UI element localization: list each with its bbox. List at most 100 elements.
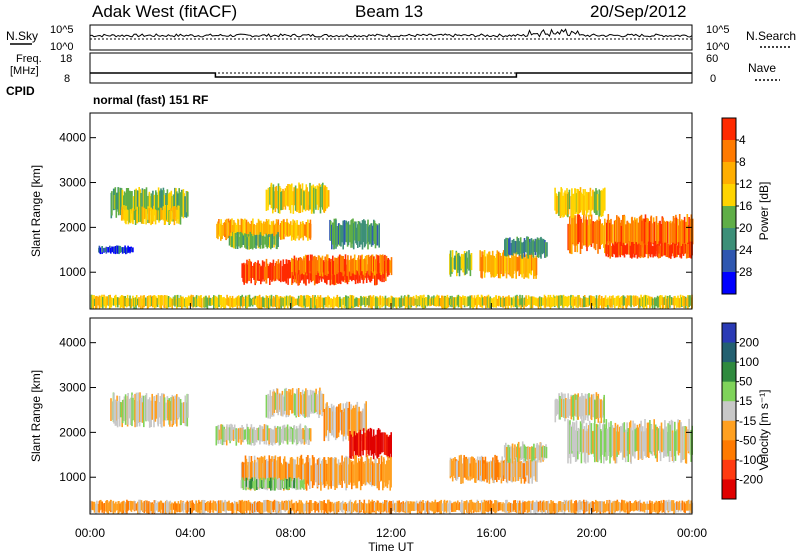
heatmap-cell <box>331 259 333 276</box>
colorbar-tick-label: 50 <box>739 375 753 389</box>
heatmap-cell <box>632 220 634 251</box>
heatmap-cell <box>277 456 279 483</box>
heatmap-cell <box>301 224 303 238</box>
heatmap-cell <box>585 422 588 452</box>
heatmap-cell <box>116 401 119 428</box>
heatmap-cell <box>237 428 239 440</box>
heatmap-cell <box>551 297 554 307</box>
heatmap-cell <box>176 294 179 307</box>
heatmap-cell <box>129 210 132 221</box>
heatmap-cell <box>458 255 461 277</box>
heatmap-cell <box>253 296 255 305</box>
heatmap-cell <box>297 265 299 286</box>
heatmap-cell <box>533 257 536 277</box>
heatmap-cell <box>375 502 377 514</box>
heatmap-cell <box>488 503 491 511</box>
heatmap-cell <box>455 461 458 481</box>
heatmap-cell <box>242 462 245 487</box>
heatmap-cell <box>247 461 249 490</box>
heatmap-cell <box>390 257 393 276</box>
heatmap-cell <box>90 500 92 513</box>
heatmap-cell <box>304 391 306 418</box>
heatmap-cell <box>592 296 594 306</box>
heatmap-cell <box>500 255 502 274</box>
heatmap-cell <box>512 296 515 308</box>
heatmap-cell <box>162 503 165 513</box>
heatmap-cell <box>227 427 229 440</box>
heatmap-cell <box>438 295 440 307</box>
heatmap-cell <box>452 458 455 476</box>
heatmap-cell <box>482 502 484 514</box>
heatmap-cell <box>484 501 486 514</box>
heatmap-cell <box>295 257 298 274</box>
heatmap-cell <box>235 224 238 235</box>
heatmap-cell <box>688 295 690 308</box>
heatmap-cell <box>163 194 166 213</box>
heatmap-cell <box>233 220 235 240</box>
heatmap-cell <box>668 499 670 511</box>
heatmap-cell <box>283 480 285 489</box>
heatmap-cell <box>301 395 303 415</box>
heatmap-cell <box>478 503 480 513</box>
heatmap-cell <box>588 420 591 454</box>
heatmap-cell <box>110 247 112 254</box>
heatmap-cell <box>105 296 108 308</box>
heatmap-cell <box>309 458 311 489</box>
heatmap-cell <box>525 254 527 273</box>
heatmap-cell <box>279 426 281 445</box>
heatmap-cell <box>313 457 315 486</box>
heatmap-cell <box>128 208 131 223</box>
heatmap-cell <box>524 240 527 253</box>
heatmap-cell <box>362 259 365 275</box>
heatmap-cell <box>622 215 624 247</box>
heatmap-cell <box>661 428 663 453</box>
heatmap-cell <box>177 193 179 211</box>
heatmap-cell <box>260 266 262 285</box>
heatmap-cell <box>622 242 625 256</box>
heatmap-cell <box>338 298 340 306</box>
heatmap-cell <box>470 499 473 514</box>
heatmap-cell <box>113 298 115 306</box>
heatmap-cell <box>474 502 476 512</box>
heatmap-cell <box>229 220 231 237</box>
heatmap-cell <box>271 266 274 281</box>
heatmap-cell <box>609 500 612 513</box>
heatmap-cell <box>172 206 175 220</box>
heatmap-cell <box>351 219 353 244</box>
heatmap-cell <box>175 188 177 218</box>
heatmap-cell <box>339 254 341 277</box>
heatmap-cell <box>460 253 463 269</box>
heatmap-cell <box>320 257 322 273</box>
heatmap-cell <box>132 247 134 253</box>
heatmap-cell <box>130 298 133 308</box>
heatmap-cell <box>651 298 654 309</box>
heatmap-cell <box>254 225 256 241</box>
heatmap-cell <box>272 429 275 443</box>
heatmap-cell <box>647 222 650 249</box>
heatmap-cell <box>293 255 296 276</box>
heatmap-cell <box>507 503 509 511</box>
heatmap-cell <box>197 295 200 307</box>
heatmap-cell <box>294 459 296 483</box>
heatmap-cell <box>184 196 186 218</box>
heatmap-cell <box>635 219 637 244</box>
heatmap-cell <box>681 295 684 306</box>
heatmap-cell <box>488 251 491 273</box>
heatmap-cell <box>236 296 239 309</box>
heatmap-cell <box>288 463 290 490</box>
heatmap-cell <box>319 390 322 410</box>
heatmap-cell <box>185 297 187 307</box>
heatmap-cell <box>297 428 299 444</box>
heatmap-cell <box>400 295 403 308</box>
heatmap-cell <box>119 296 122 309</box>
heatmap-cell <box>580 298 582 308</box>
heatmap-cell <box>543 294 546 308</box>
heatmap-cell <box>494 257 496 277</box>
heatmap-cell <box>686 500 689 511</box>
heatmap-cell <box>453 297 456 309</box>
colorbar-tick-label: -15 <box>739 414 757 428</box>
heatmap-cell <box>325 296 327 308</box>
heatmap-cell <box>452 298 455 309</box>
heatmap-cell <box>329 501 332 513</box>
heatmap-cell <box>653 244 655 256</box>
